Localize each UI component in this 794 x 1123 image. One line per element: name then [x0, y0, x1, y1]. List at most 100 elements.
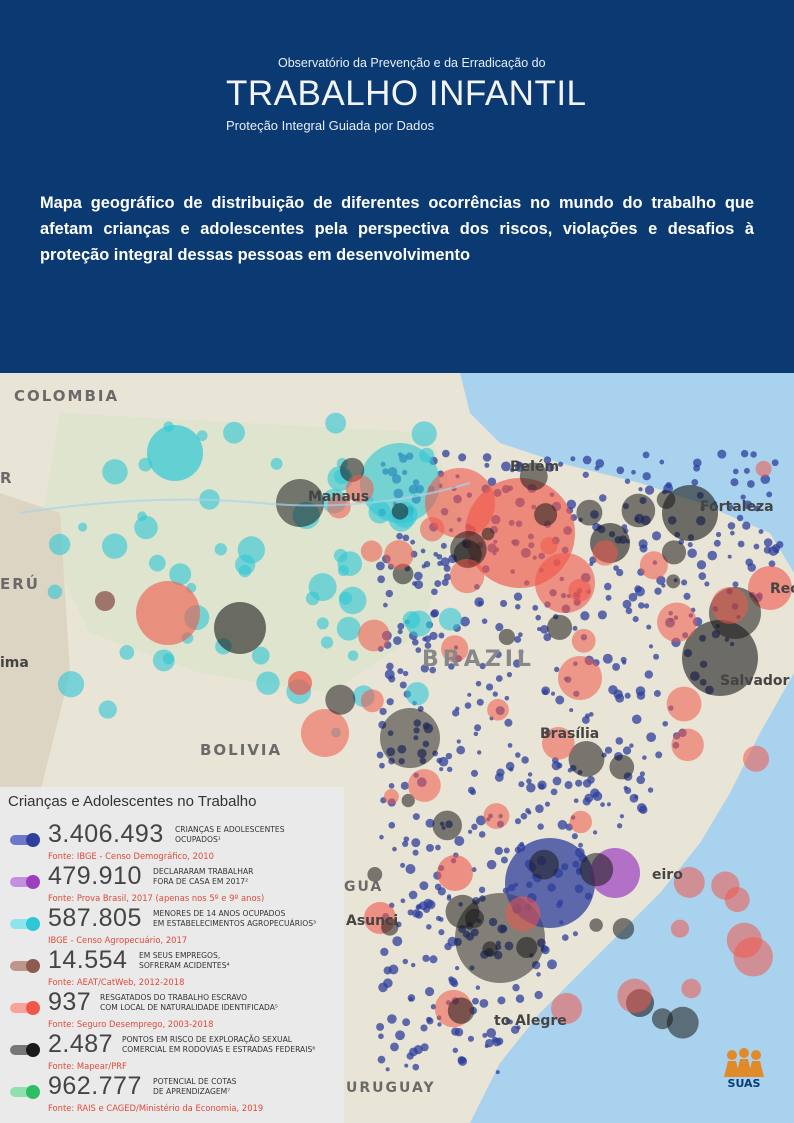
- legend-desc: declararam trabalhar fora de casa em 2017…: [153, 867, 253, 887]
- cluster-bubble: [425, 468, 495, 538]
- occupied-dot: [402, 1018, 411, 1027]
- legend-source: Fonte: Seguro Desemprego, 2003-2018: [48, 1019, 214, 1029]
- occupied-dot: [551, 761, 561, 771]
- occurrence-bubble: [681, 978, 702, 999]
- occupied-dot: [379, 834, 384, 840]
- occupied-dot: [730, 530, 735, 536]
- occupied-dot: [426, 843, 434, 852]
- occupied-dot: [429, 666, 437, 674]
- legend-number: 479.910: [48, 862, 142, 890]
- legend-source: Fonte: Prova Brasil, 2017 (apenas nos 5º…: [48, 893, 265, 903]
- occupied-dot: [771, 459, 779, 467]
- occupied-dot: [566, 499, 577, 510]
- occupied-dot: [513, 592, 523, 601]
- cluster-bubble: [147, 425, 203, 481]
- occupied-dot: [438, 929, 445, 936]
- occupied-dot: [438, 632, 445, 639]
- occupied-dot: [446, 766, 453, 773]
- occupied-dot: [475, 680, 482, 687]
- desc-line-2: comercial em rodovias e estradas federai…: [122, 1045, 316, 1054]
- occurrence-bubble: [542, 727, 575, 760]
- occupied-dot: [504, 695, 510, 701]
- occupied-dot: [776, 540, 784, 549]
- occupied-dot: [555, 695, 565, 705]
- occupied-dot: [594, 465, 600, 471]
- occupied-dot: [518, 649, 524, 655]
- occupied-dot: [503, 847, 510, 854]
- occurrence-bubble: [481, 527, 495, 541]
- occupied-dot: [535, 804, 544, 813]
- occurrence-bubble: [673, 866, 705, 898]
- occupied-dot: [653, 689, 661, 697]
- occupied-dot: [639, 771, 645, 777]
- occupied-dot: [448, 663, 455, 670]
- legend-number: 3.406.493: [48, 820, 164, 848]
- desc-line-1: potencial de cotas: [153, 1077, 237, 1086]
- occupied-dot: [616, 568, 624, 577]
- occupied-dot: [447, 936, 458, 947]
- cluster-bubble: [380, 708, 440, 768]
- occurrence-bubble: [568, 741, 605, 777]
- occupied-dot: [378, 982, 388, 993]
- bubble-layer: [47, 412, 792, 1075]
- occupied-dot: [585, 713, 591, 719]
- swatch-bar: [10, 877, 32, 887]
- occupied-dot: [402, 534, 410, 542]
- occupied-dot: [647, 787, 654, 793]
- occurrence-bubble: [367, 867, 383, 882]
- swatch-bar: [10, 1045, 32, 1055]
- swatch-dot: [26, 833, 40, 847]
- legend-desc: pontos em risco de exploração sexual come…: [122, 1035, 315, 1055]
- occupied-dot: [452, 709, 460, 717]
- agri-dot: [238, 564, 252, 578]
- cluster-bubble: [437, 855, 473, 891]
- legend-source: IBGE - Censo Agropecuário, 2017: [48, 935, 188, 945]
- occupied-dot: [750, 451, 757, 458]
- occupied-dot: [425, 818, 435, 828]
- occupied-dot: [422, 954, 430, 963]
- occupied-dot: [681, 579, 688, 586]
- occupied-dot: [512, 983, 520, 992]
- occupied-dot: [451, 1027, 460, 1036]
- occupied-dot: [687, 542, 693, 548]
- occurrence-bubble: [569, 810, 592, 834]
- label-colombia: COLOMBIA: [14, 387, 120, 405]
- occupied-dot: [420, 664, 429, 673]
- occupied-dot: [385, 589, 394, 598]
- agri-dot: [347, 650, 359, 661]
- occupied-dot: [508, 767, 514, 772]
- occupied-dot: [479, 662, 486, 670]
- occupied-dot: [760, 474, 771, 485]
- legend-number: 2.487: [48, 1030, 114, 1058]
- occurrence-bubble: [609, 754, 635, 780]
- occupied-dot: [729, 504, 734, 510]
- occupied-dot: [727, 522, 736, 530]
- occupied-dot: [526, 783, 536, 793]
- blue-dot-icon: [10, 833, 40, 847]
- occupied-dot: [595, 459, 605, 468]
- occupied-dot: [589, 562, 594, 567]
- occupied-dot: [420, 1024, 428, 1032]
- occupied-dot: [443, 564, 451, 572]
- occupied-dot: [435, 844, 441, 851]
- occupied-dot: [654, 587, 662, 595]
- agri-dot: [338, 586, 367, 615]
- occupied-dot: [383, 602, 388, 608]
- swatch-bar: [10, 1087, 32, 1097]
- occupied-dot: [473, 731, 479, 737]
- occupied-dot: [467, 692, 472, 697]
- occupied-dot: [599, 494, 607, 502]
- occupied-dot: [642, 472, 651, 481]
- swatch-bar: [10, 1003, 32, 1013]
- occupied-dot: [476, 698, 484, 706]
- agri-dot: [411, 421, 437, 447]
- agri-dot: [405, 682, 429, 706]
- occupied-dot: [441, 449, 450, 458]
- legend-desc: resgatados do trabalho escravo com local …: [100, 993, 278, 1013]
- occupied-dot: [616, 466, 625, 475]
- occupied-dot: [399, 681, 407, 689]
- occupied-dot: [636, 775, 646, 785]
- occurrence-bubble: [358, 619, 390, 652]
- amazon-river: [19, 482, 471, 514]
- occupied-dot: [713, 539, 721, 547]
